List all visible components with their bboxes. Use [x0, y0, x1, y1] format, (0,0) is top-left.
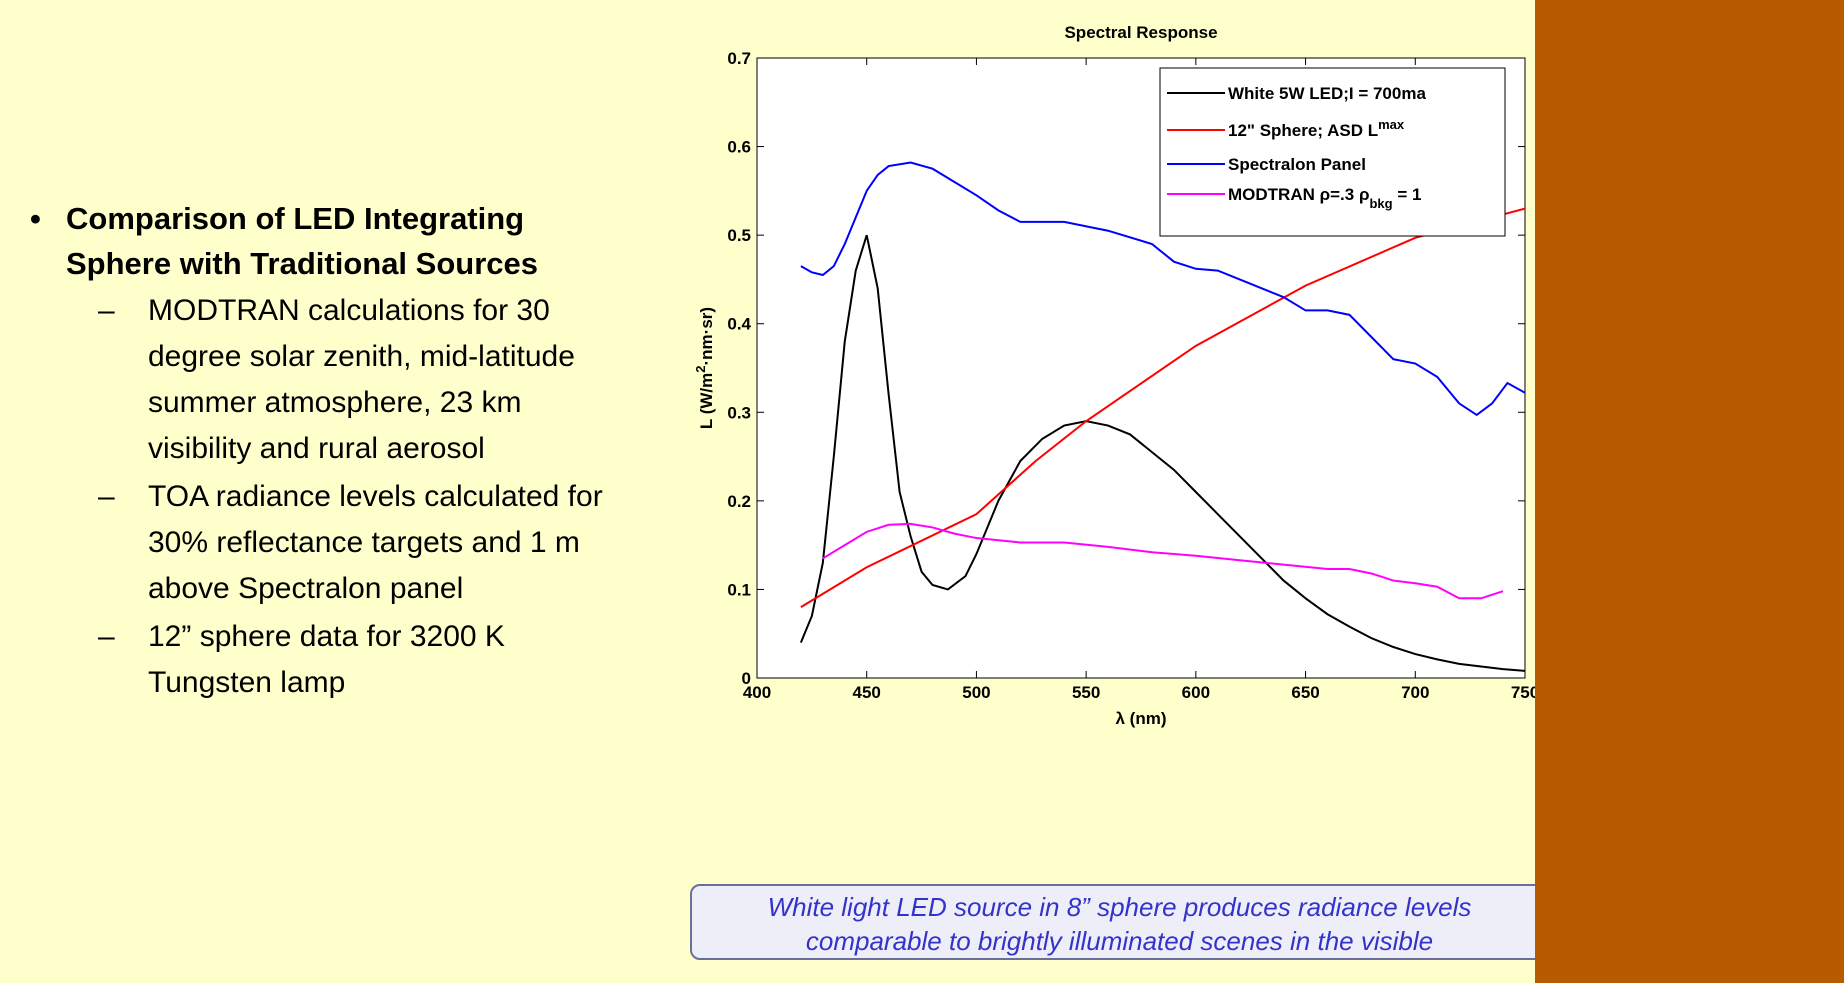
side-strip — [1535, 0, 1844, 983]
legend-label: White 5W LED;I = 700ma — [1228, 84, 1426, 103]
y-axis-label: L (W/m2·nm·sr) — [693, 307, 717, 429]
y-tick-label: 0 — [742, 669, 751, 688]
sub-bullet: 12” sphere data for 3200 K Tungsten lamp — [98, 614, 618, 706]
callout-line: White light LED source in 8” sphere prod… — [767, 892, 1472, 922]
chart-title: Spectral Response — [1064, 23, 1217, 42]
y-tick-label: 0.6 — [727, 138, 751, 157]
x-tick-label: 650 — [1291, 683, 1319, 702]
legend-label-part: = 1 — [1393, 185, 1422, 204]
legend-box — [1159, 67, 1506, 237]
bullet: Comparison of LED Integrating Sphere wit… — [30, 196, 606, 286]
x-tick-label: 750 — [1511, 683, 1539, 702]
callout-line: comparable to brightly illuminated scene… — [805, 926, 1434, 956]
y-axis-label-part: 2 — [693, 365, 708, 372]
y-tick-label: 0.2 — [727, 492, 751, 511]
y-tick-label: 0.1 — [727, 580, 751, 599]
y-axis-label-part: ·nm·sr) — [697, 307, 716, 366]
x-tick-label: 450 — [853, 683, 881, 702]
sub-bullet: TOA radiance levels calculated for 30% r… — [98, 474, 618, 612]
y-tick-label: 0.7 — [727, 49, 751, 68]
y-axis-label-part: L (W/m — [697, 373, 716, 429]
sub-bullet: MODTRAN calculations for 30 degree solar… — [98, 288, 618, 472]
series-line — [822, 522, 1504, 600]
bullet-list: Comparison of LED Integrating Sphere wit… — [30, 196, 618, 706]
x-axis-label: λ (nm) — [1116, 709, 1167, 728]
x-tick-label: 600 — [1182, 683, 1210, 702]
x-tick-label: 550 — [1072, 683, 1100, 702]
series-line — [800, 161, 1526, 417]
x-tick-label: 700 — [1401, 683, 1429, 702]
legend-label-part: MODTRAN ρ=.3 ρ — [1228, 185, 1369, 204]
legend-label: 12" Sphere; ASD Lmax — [1228, 117, 1405, 141]
y-tick-label: 0.3 — [727, 403, 751, 422]
x-tick-label: 500 — [962, 683, 990, 702]
y-tick-label: 0.4 — [727, 315, 751, 334]
x-tick-label: 400 — [743, 683, 771, 702]
legend-label-part: Spectralon Panel — [1228, 155, 1366, 174]
legend-label: Spectralon Panel — [1228, 155, 1366, 174]
legend-label-part: White 5W LED;I = 700ma — [1228, 84, 1426, 103]
legend-label-part: bkg — [1369, 196, 1392, 211]
legend-label-part: max — [1378, 117, 1405, 132]
callout: White light LED source in 8” sphere prod… — [690, 884, 1570, 960]
series-line — [800, 207, 1526, 608]
y-tick-label: 0.5 — [727, 226, 751, 245]
legend-label-part: 12" Sphere; ASD L — [1228, 121, 1378, 140]
legend-label: MODTRAN ρ=.3 ρbkg = 1 — [1228, 185, 1421, 211]
